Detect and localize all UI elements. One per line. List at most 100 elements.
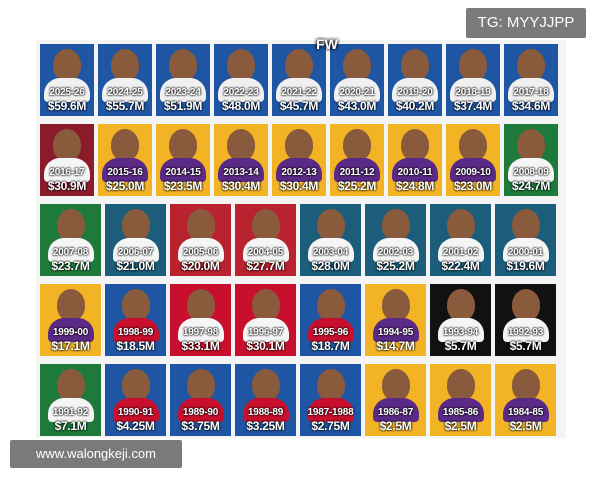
season-label: 2001-02 xyxy=(442,247,479,258)
season-label: 2005-06 xyxy=(182,247,219,258)
player-head xyxy=(53,129,81,161)
player-head xyxy=(251,209,280,241)
salary-row: 2007-08 $23.7M 2006-07 $21.0M 2005-06 $20.0M 2… xyxy=(40,204,556,276)
season-tile: 1994-95 $14.7M xyxy=(365,284,426,356)
player-jersey xyxy=(47,238,94,262)
season-tile: 1991-92 $7.1M xyxy=(40,364,101,436)
salary-label: $34.6M xyxy=(511,99,551,113)
season-label: 2013-14 xyxy=(223,167,259,178)
salary-label: $21.0M xyxy=(116,259,155,273)
player-jersey xyxy=(502,398,549,422)
player-head xyxy=(53,49,81,81)
player-head xyxy=(169,129,197,161)
season-label: 1996-97 xyxy=(247,327,284,338)
salary-label: $25.2M xyxy=(337,179,377,193)
salary-label: $30.1M xyxy=(246,339,285,353)
player-head xyxy=(186,209,215,241)
player-head xyxy=(121,209,150,241)
player-head xyxy=(121,289,150,321)
season-label: 2010-11 xyxy=(397,167,433,178)
player-head xyxy=(381,369,410,401)
season-tile: 2022-23 $48.0M xyxy=(214,44,268,116)
player-jersey xyxy=(218,158,264,182)
season-label: 2007-08 xyxy=(52,247,89,258)
salary-label: $5.7M xyxy=(509,339,542,353)
salary-label: $2.5M xyxy=(444,419,477,433)
season-tile: 2010-11 $24.8M xyxy=(388,124,442,196)
season-tile: 2004-05 $27.7M xyxy=(235,204,296,276)
player-head xyxy=(186,289,215,321)
player-head xyxy=(251,289,280,321)
season-label: 2008-09 xyxy=(513,167,549,178)
player-jersey xyxy=(502,238,549,262)
player-jersey xyxy=(450,78,496,102)
season-tile: 2012-13 $30.4M xyxy=(272,124,326,196)
season-tile: 1990-91 $4.25M xyxy=(105,364,166,436)
player-jersey xyxy=(437,318,484,342)
season-tile: 1999-00 $17.1M xyxy=(40,284,101,356)
salary-label: $23.5M xyxy=(163,179,203,193)
season-tile: 1997-98 $33.1M xyxy=(170,284,231,356)
player-head xyxy=(56,209,85,241)
player-jersey xyxy=(242,238,289,262)
season-label: 2024-25 xyxy=(107,87,143,98)
player-jersey xyxy=(372,238,419,262)
player-head xyxy=(121,369,150,401)
player-head xyxy=(251,369,280,401)
player-head xyxy=(511,209,540,241)
salary-label: $59.6M xyxy=(47,99,87,113)
salary-label: $3.25M xyxy=(246,419,285,433)
player-jersey xyxy=(177,318,224,342)
salary-label: $22.4M xyxy=(441,259,480,273)
season-label: 2020-21 xyxy=(339,87,375,98)
salary-label: $3.75M xyxy=(181,419,220,433)
player-jersey xyxy=(307,318,354,342)
season-label: 2004-05 xyxy=(247,247,284,258)
player-head xyxy=(285,129,313,161)
player-head xyxy=(285,49,313,81)
salary-label: $37.4M xyxy=(453,99,493,113)
season-tile: 1984-85 $2.5M xyxy=(495,364,556,436)
season-tile: 1988-89 $3.25M xyxy=(235,364,296,436)
salary-label: $33.1M xyxy=(181,339,220,353)
season-label: 2023-24 xyxy=(165,87,201,98)
salary-label: $20.0M xyxy=(181,259,220,273)
season-tile: 1986-87 $2.5M xyxy=(365,364,426,436)
season-label: 1993-94 xyxy=(442,327,479,338)
salary-label: $25.0M xyxy=(105,179,145,193)
salary-label: $40.2M xyxy=(395,99,435,113)
player-jersey xyxy=(450,158,496,182)
season-tile: 2011-12 $25.2M xyxy=(330,124,384,196)
salary-row: 2025-26 $59.6M 2024-25 $55.7M 2023-24 $51.9M 2… xyxy=(40,44,558,116)
player-head xyxy=(343,49,371,81)
season-tile: 1985-86 $2.5M xyxy=(430,364,491,436)
player-head xyxy=(381,289,410,321)
watermark-top-right: TG: MYYJJPP xyxy=(466,8,586,38)
season-tile: 2021-22 $45.7M xyxy=(272,44,326,116)
salary-label: $18.5M xyxy=(116,339,155,353)
player-jersey xyxy=(437,238,484,262)
salary-label: $24.8M xyxy=(395,179,435,193)
season-label: 2014-15 xyxy=(165,167,201,178)
player-jersey xyxy=(112,238,159,262)
player-head xyxy=(511,289,540,321)
player-jersey xyxy=(44,158,90,182)
player-jersey xyxy=(44,78,90,102)
player-jersey xyxy=(276,78,322,102)
season-tile: 2008-09 $24.7M xyxy=(504,124,558,196)
player-jersey xyxy=(112,398,159,422)
season-tile: 1992-93 $5.7M xyxy=(495,284,556,356)
season-label: 1992-93 xyxy=(507,327,544,338)
player-head xyxy=(343,129,371,161)
salary-label: $18.7M xyxy=(311,339,350,353)
player-jersey xyxy=(307,238,354,262)
player-jersey xyxy=(160,158,206,182)
salary-label: $23.0M xyxy=(453,179,493,193)
season-label: 2016-17 xyxy=(49,167,85,178)
season-tile: 2013-14 $30.4M xyxy=(214,124,268,196)
season-tile: 2025-26 $59.6M xyxy=(40,44,94,116)
player-jersey xyxy=(508,158,554,182)
fw-logo: FW xyxy=(316,36,338,52)
season-tile: 1987-1988 $2.75M xyxy=(300,364,361,436)
player-head xyxy=(446,369,475,401)
